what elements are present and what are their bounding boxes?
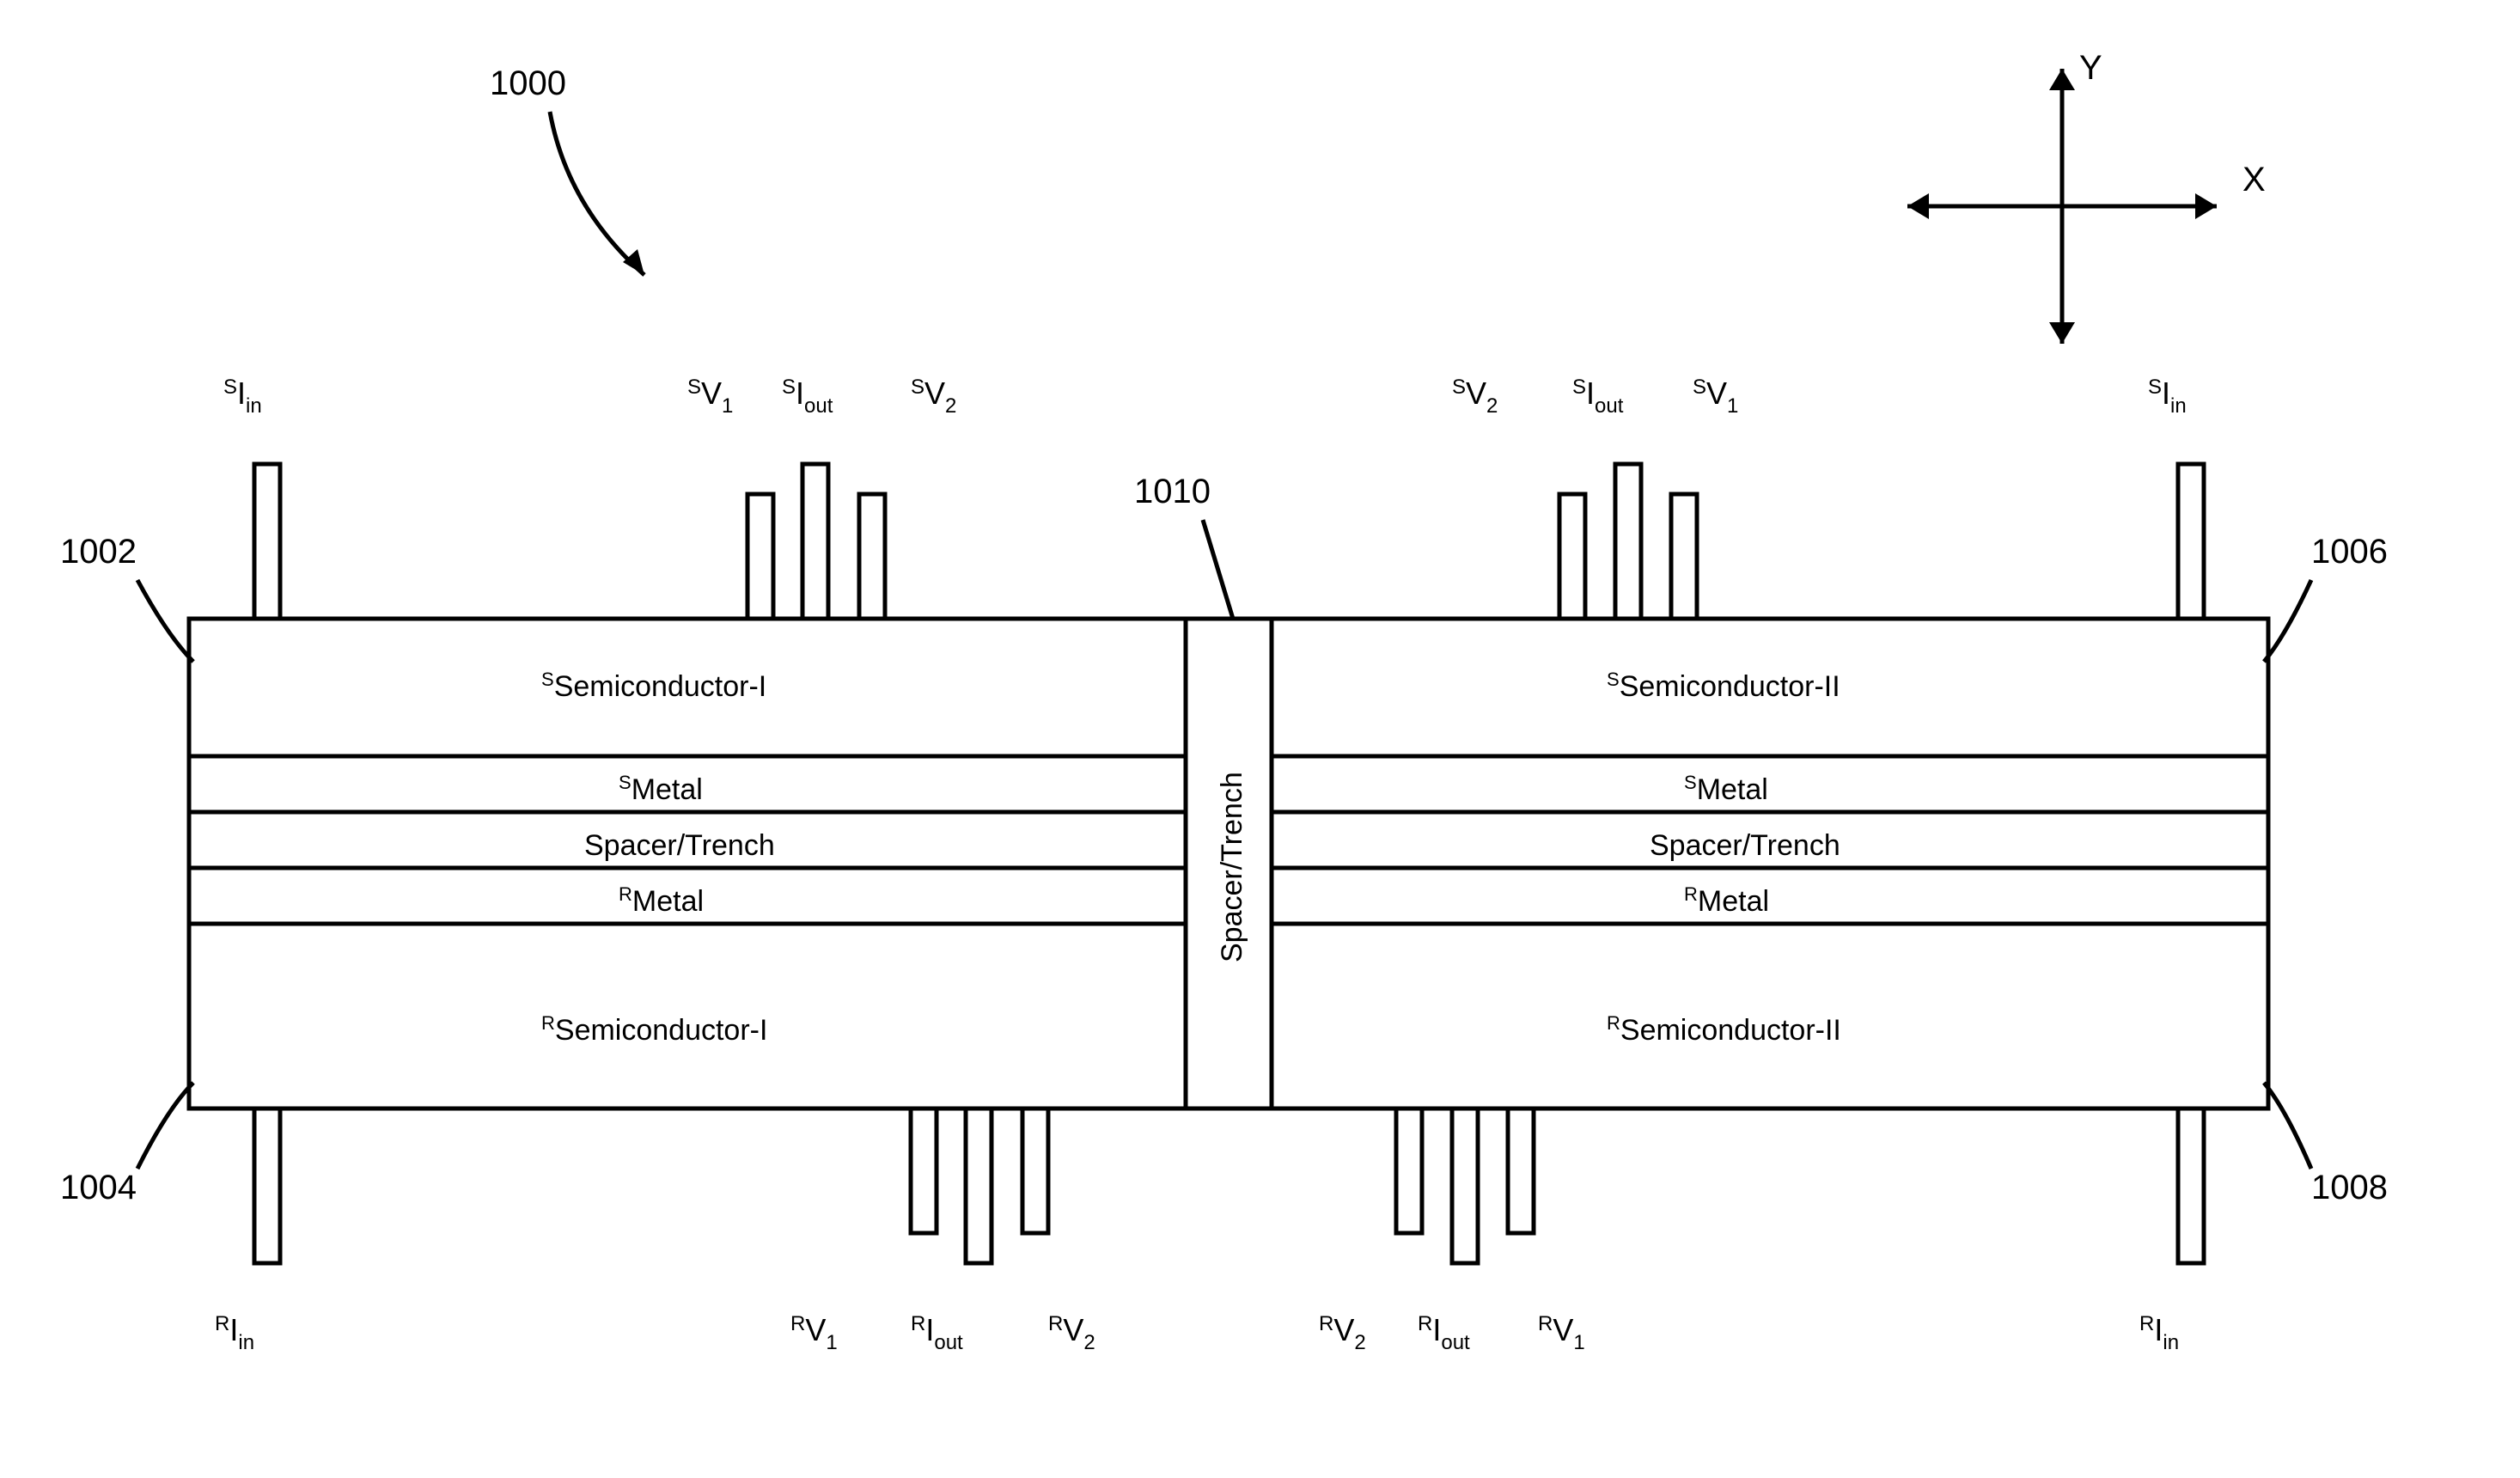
port-bottom-left: RIin: [215, 1108, 280, 1354]
svg-text:SV1: SV1: [687, 376, 733, 418]
svg-text:RIin: RIin: [2139, 1312, 2179, 1354]
svg-text:RIout: RIout: [1418, 1312, 1470, 1354]
ports-bottom-center-right: RV2 RIout RV1: [1319, 1108, 1585, 1354]
ref-1004: 1004: [60, 1083, 193, 1206]
layer-r2: Spacer/Trench: [1650, 829, 1840, 862]
svg-text:1010: 1010: [1134, 473, 1211, 510]
svg-text:SIin: SIin: [223, 376, 262, 418]
port-bottom-right: RIin: [2139, 1108, 2204, 1354]
layer-r0: SSemiconductor-II: [1607, 669, 1840, 703]
svg-text:1004: 1004: [60, 1169, 137, 1206]
port-top-left: SIin: [223, 376, 280, 619]
main-ref-1000: 1000: [490, 64, 644, 275]
svg-text:RV1: RV1: [1538, 1312, 1585, 1354]
layer-l0: SSemiconductor-I: [541, 669, 766, 703]
svg-text:RIout: RIout: [911, 1312, 963, 1354]
svg-text:RIin: RIin: [215, 1312, 254, 1354]
semiconductor-diagram: X Y 1000 SSemiconductor-I SMetal Spacer/…: [0, 0, 2520, 1478]
port-top-right: SIin: [2148, 376, 2204, 619]
xy-axes: X Y: [1907, 49, 2266, 344]
svg-text:1006: 1006: [2311, 533, 2388, 571]
layer-r3: RMetal: [1684, 883, 1769, 918]
ports-top-center-right: SV2 SIout SV1: [1452, 376, 1738, 619]
svg-text:RV1: RV1: [790, 1312, 838, 1354]
layer-r4: RSemiconductor-II: [1607, 1012, 1841, 1047]
right-block: SSemiconductor-II SMetal Spacer/Trench R…: [1272, 619, 2268, 1108]
y-axis-label: Y: [2079, 49, 2102, 87]
svg-text:Spacer/Trench: Spacer/Trench: [1216, 772, 1248, 962]
svg-text:SIout: SIout: [1572, 376, 1624, 418]
ref-1006: 1006: [2264, 533, 2388, 662]
svg-text:SV2: SV2: [911, 376, 956, 418]
center-spacer: Spacer/Trench: [1186, 619, 1272, 1108]
svg-text:1002: 1002: [60, 533, 137, 571]
svg-text:RV2: RV2: [1319, 1312, 1366, 1354]
svg-text:SIout: SIout: [782, 376, 833, 418]
ports-bottom-center-left: RV1 RIout RV2: [790, 1108, 1095, 1354]
ref-1008: 1008: [2264, 1083, 2388, 1206]
svg-text:1000: 1000: [490, 64, 566, 102]
left-block: SSemiconductor-I SMetal Spacer/Trench RM…: [189, 619, 1186, 1108]
ref-1002: 1002: [60, 533, 193, 662]
ports-top-center-left: SV1 SIout SV2: [687, 376, 956, 619]
layer-l3: RMetal: [619, 883, 704, 918]
layer-l1: SMetal: [619, 772, 703, 806]
layer-l4: RSemiconductor-I: [541, 1012, 767, 1047]
svg-text:SIin: SIin: [2148, 376, 2187, 418]
layer-l2: Spacer/Trench: [584, 829, 775, 862]
layer-r1: SMetal: [1684, 772, 1768, 806]
svg-text:SV2: SV2: [1452, 376, 1498, 418]
ref-1010: 1010: [1134, 473, 1233, 619]
x-axis-label: X: [2242, 161, 2266, 198]
svg-text:1008: 1008: [2311, 1169, 2388, 1206]
svg-text:RV2: RV2: [1048, 1312, 1095, 1354]
svg-text:SV1: SV1: [1693, 376, 1738, 418]
